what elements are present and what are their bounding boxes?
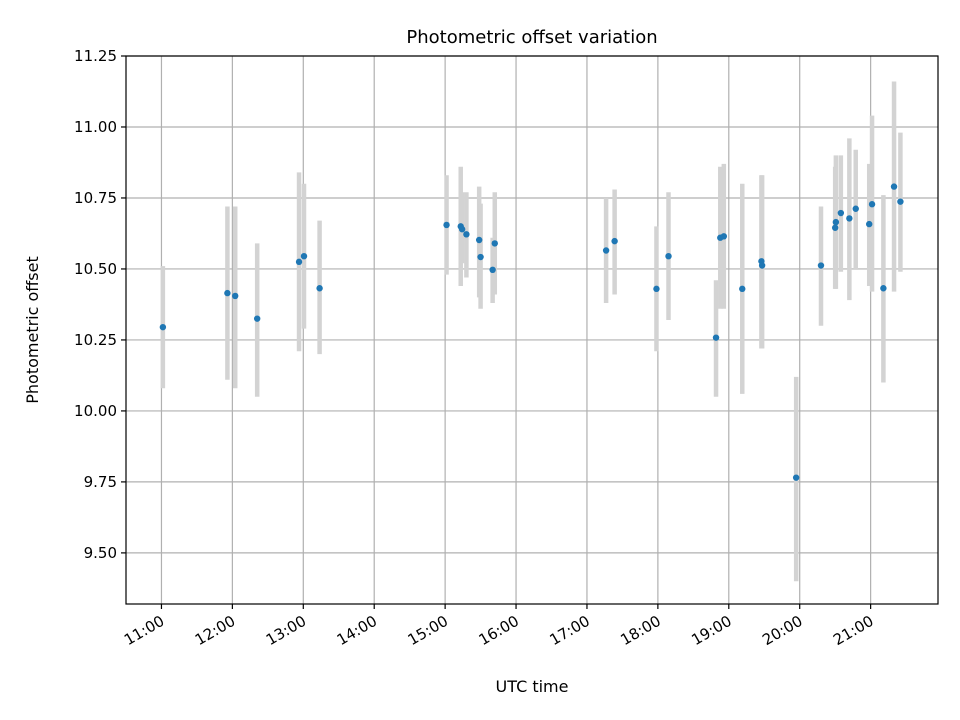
y-tick-label: 10.00: [74, 402, 117, 420]
data-point: [300, 252, 308, 260]
data-point: [817, 262, 825, 269]
data-point: [739, 285, 746, 293]
data-point: [758, 262, 766, 269]
data-point: [463, 231, 470, 238]
data-point: [491, 240, 498, 247]
data-point: [475, 236, 483, 244]
data-point: [316, 285, 323, 292]
y-tick-label: 9.75: [84, 473, 117, 491]
data-point: [852, 205, 859, 212]
data-point: [792, 474, 800, 481]
data-point: [653, 285, 660, 293]
data-point: [846, 215, 853, 222]
chart-title: Photometric offset variation: [406, 27, 657, 48]
data-point: [868, 201, 876, 208]
y-tick-label: 9.50: [84, 544, 117, 562]
data-point: [224, 289, 231, 297]
data-point: [232, 292, 239, 300]
plot-area-frame: [125, 55, 939, 605]
y-tick-label: 11.00: [74, 118, 117, 136]
data-point: [611, 237, 618, 245]
data-point: [712, 334, 720, 341]
data-point: [837, 209, 845, 217]
y-tick-label: 10.75: [74, 189, 117, 207]
y-tick-label: 10.50: [74, 260, 117, 278]
data-points: [159, 183, 904, 481]
y-tick-label: 11.25: [74, 47, 117, 65]
data-point: [831, 224, 839, 231]
data-point: [720, 233, 728, 240]
data-point: [890, 183, 898, 190]
data-point: [866, 220, 873, 228]
data-point: [458, 226, 466, 233]
data-point: [159, 323, 167, 331]
data-point: [897, 198, 904, 205]
y-axis-label: Photometric offset: [23, 256, 42, 404]
data-point: [602, 247, 610, 254]
data-point: [489, 266, 496, 274]
data-point: [443, 221, 450, 229]
data-point: [253, 315, 261, 322]
data-point: [665, 252, 672, 260]
data-point: [477, 253, 484, 261]
data-point: [880, 285, 887, 292]
data-point: [832, 218, 840, 226]
y-axis-ticks: 9.50 9.75 10.00 10.25 10.50 10.75 11.00 11.25: [74, 47, 126, 562]
data-point: [295, 258, 303, 266]
x-axis-label: UTC time: [496, 677, 569, 696]
y-tick-label: 10.25: [74, 331, 117, 349]
